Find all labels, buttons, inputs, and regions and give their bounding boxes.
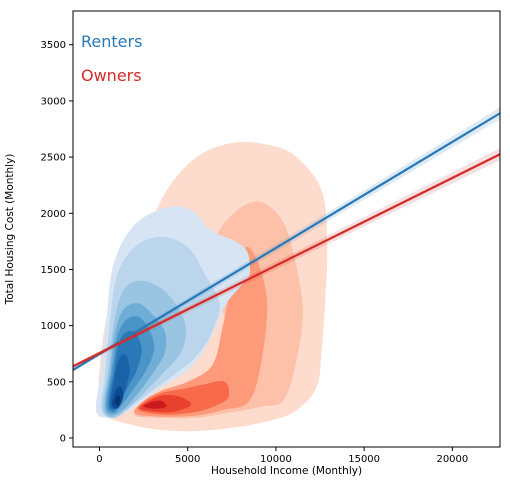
y-tick-label: 3000	[41, 96, 66, 107]
y-tick-label: 0	[60, 434, 66, 445]
legend: Renters Owners	[81, 32, 142, 85]
y-tick-label: 2000	[41, 209, 66, 220]
x-tick-label: 5000	[175, 454, 200, 465]
legend-entry-renters: Renters	[81, 32, 142, 51]
density-contour-owners-5	[143, 400, 167, 409]
plot-frame	[72, 10, 501, 448]
regression-line-renters	[73, 112, 500, 371]
axes: 0 5000 10000 15000 20000 0 500 1000 1500 2000 2500…	[4, 10, 501, 477]
y-tick-label: 1500	[41, 265, 66, 276]
regression-lines	[73, 107, 500, 372]
y-tick-label: 3500	[41, 40, 66, 51]
y-tick-label: 2500	[41, 153, 66, 164]
x-tick-label: 15000	[348, 454, 380, 465]
legend-entry-owners: Owners	[81, 66, 142, 85]
x-tick-label: 20000	[436, 454, 468, 465]
y-tick-label: 1000	[41, 321, 66, 332]
x-tick-label: 0	[96, 454, 102, 465]
y-tick-label: 500	[47, 377, 66, 388]
density-contour-renters-8	[114, 395, 121, 406]
x-tick-label: 10000	[260, 454, 292, 465]
x-axis-label: Household Income (Monthly)	[211, 465, 362, 477]
y-axis-label: Total Housing Cost (Monthly)	[4, 154, 16, 306]
regression-line-owners	[73, 153, 500, 368]
